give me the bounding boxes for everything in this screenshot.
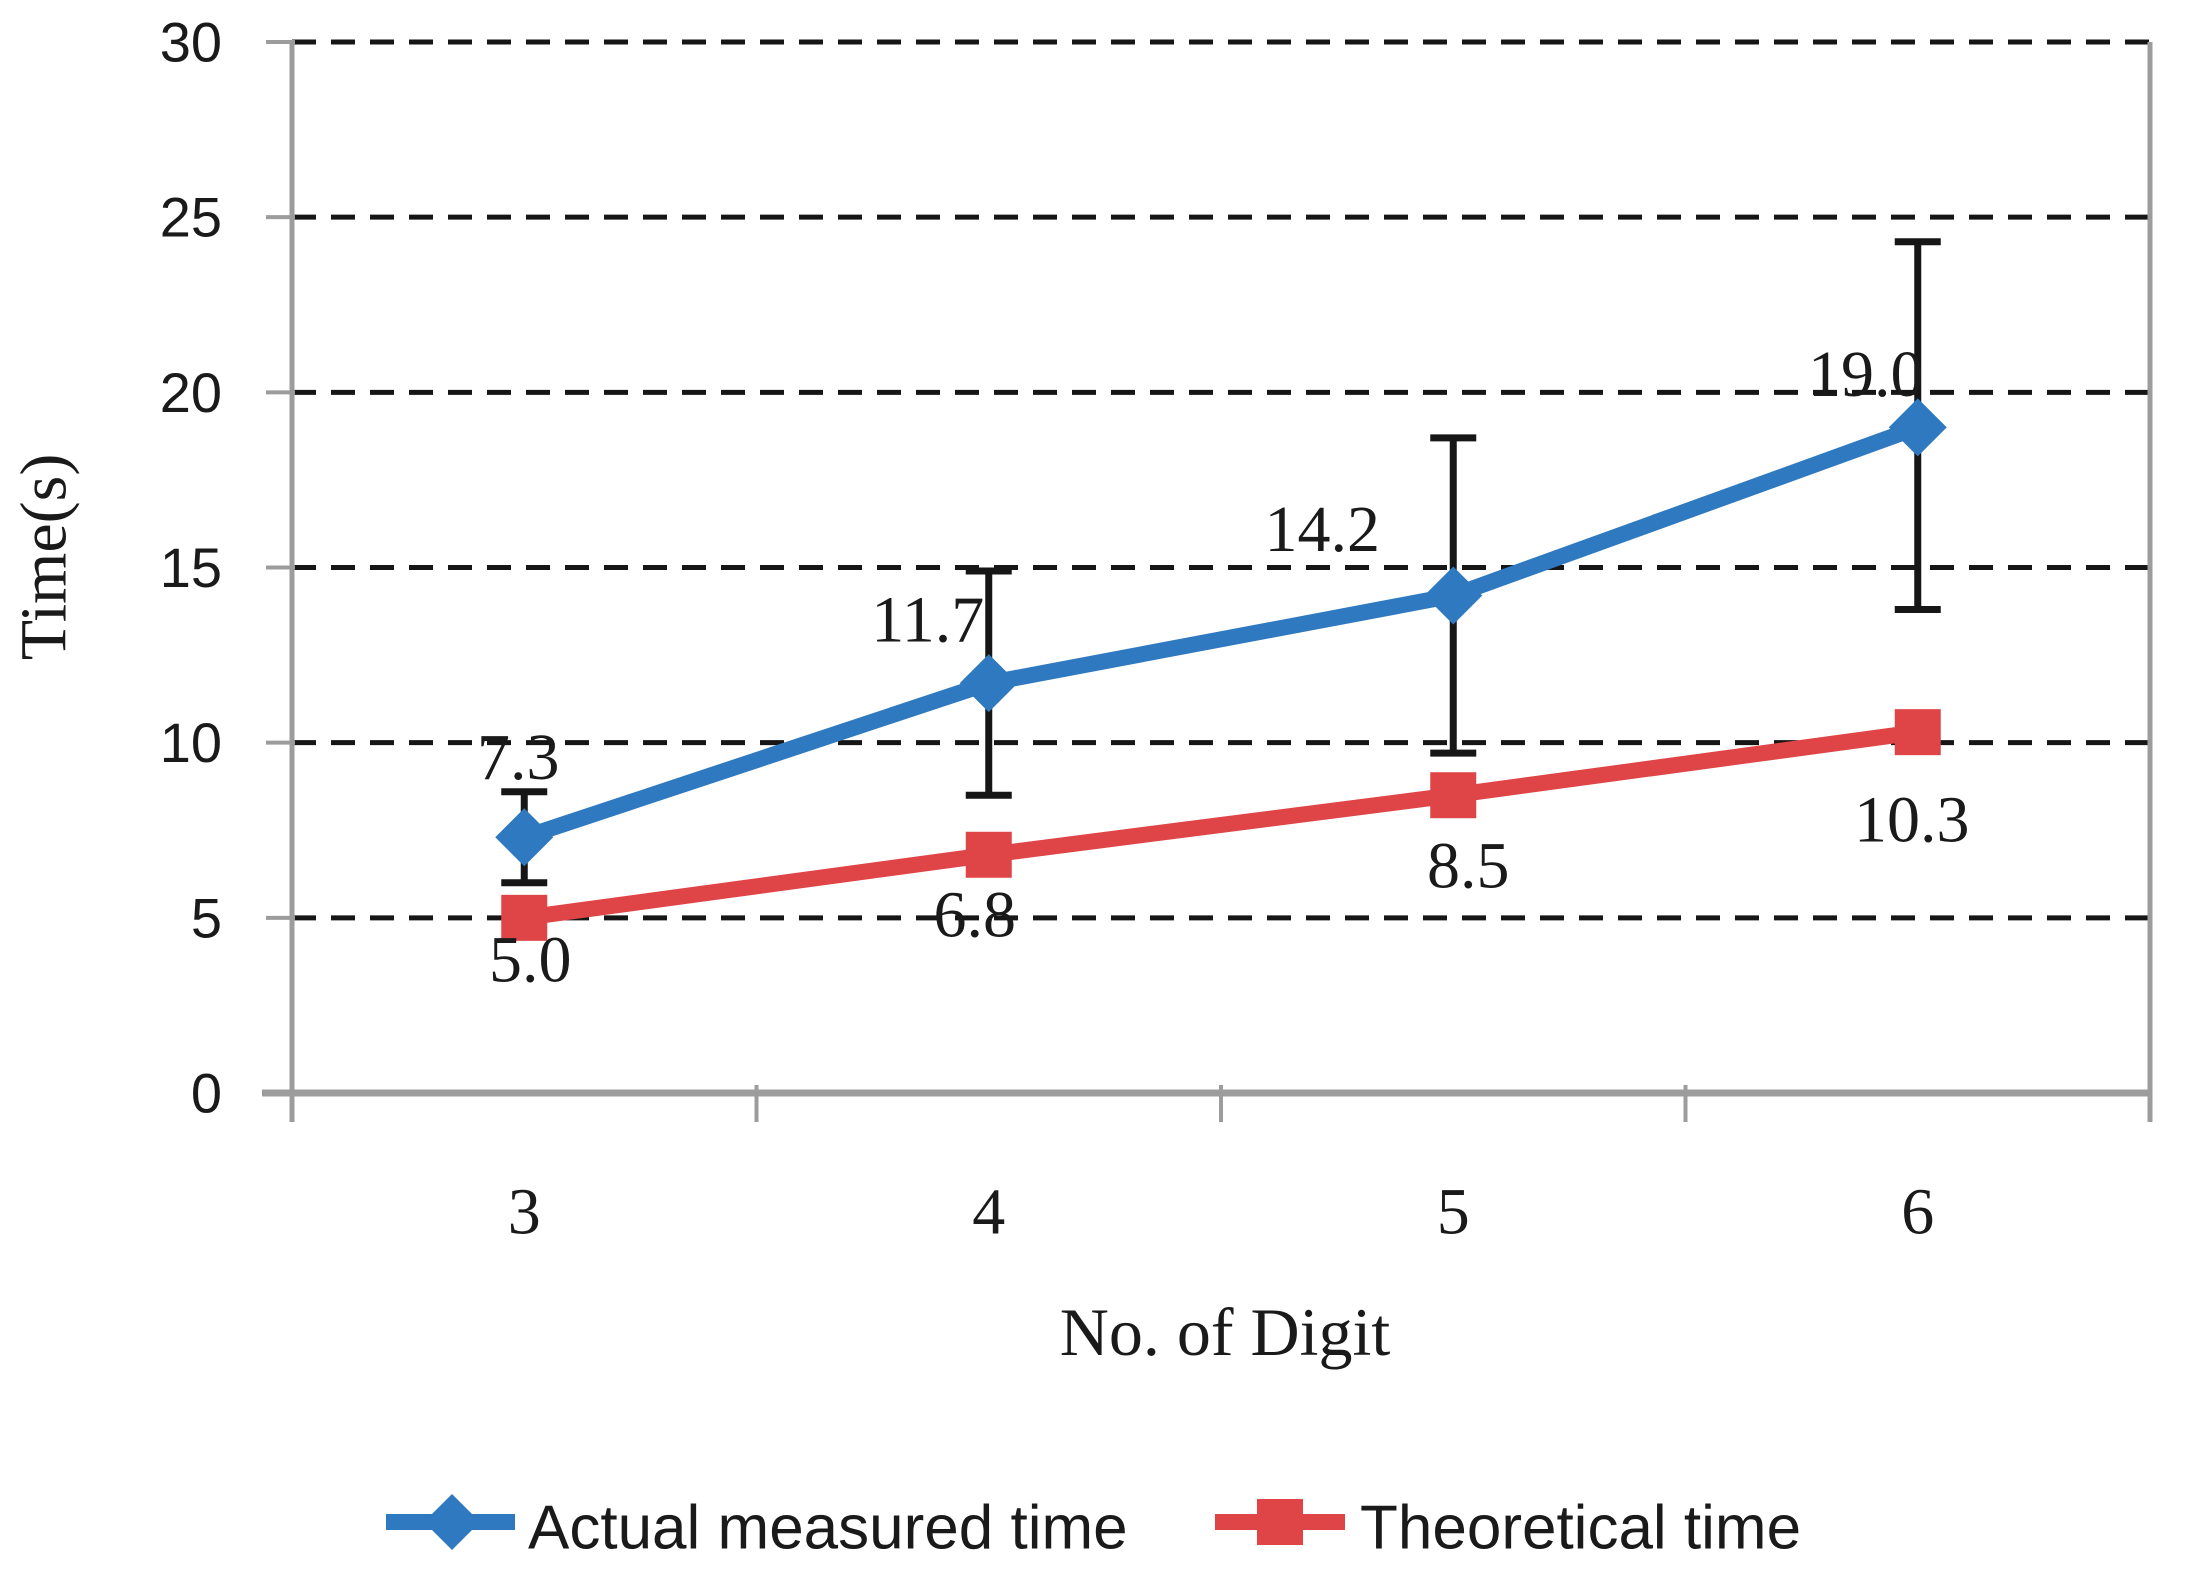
series-line-1 xyxy=(516,724,1926,926)
data-label-s0-p1: 11.7 xyxy=(871,584,984,657)
error-bars xyxy=(501,238,1941,887)
series-lines xyxy=(516,419,1926,926)
data-label-s0-p3: 19.0 xyxy=(1808,338,1924,411)
y-axis-tick-labels: 0 5 10 15 20 25 30 xyxy=(160,11,222,1125)
legend-label-theoretical: Theoretical time xyxy=(1360,1494,1801,1563)
data-label-s1-p2: 8.5 xyxy=(1427,830,1510,903)
series-line-0 xyxy=(516,419,1926,846)
x-axis-tick-marks xyxy=(290,1085,2152,1122)
diamond-marker-s0-p2 xyxy=(1424,566,1483,625)
x-tick-label-3: 3 xyxy=(508,1176,541,1249)
y-tick-label-15: 15 xyxy=(160,536,222,599)
y-axis-title: Time(s) xyxy=(8,454,81,661)
square-marker-s1-p3 xyxy=(1894,709,1941,756)
y-axis-tick-marks xyxy=(266,40,295,1095)
y-tick-label-30: 30 xyxy=(160,11,222,74)
series-markers xyxy=(495,398,1947,941)
legend-label-actual: Actual measured time xyxy=(528,1494,1128,1563)
legend: Actual measured time Theoretical time xyxy=(386,1494,1801,1563)
y-tick-label-25: 25 xyxy=(160,186,222,249)
x-tick-label-4: 4 xyxy=(972,1176,1005,1249)
x-axis-tick-labels: 3 4 5 6 xyxy=(508,1176,1935,1249)
x-tick-label-5: 5 xyxy=(1437,1176,1470,1249)
data-label-s0-p0: 7.3 xyxy=(477,721,560,794)
legend-diamond-icon xyxy=(424,1494,480,1550)
data-label-s0-p2: 14.2 xyxy=(1265,493,1381,566)
y-tick-label-5: 5 xyxy=(191,886,222,949)
diamond-marker-s0-p1 xyxy=(959,654,1018,713)
square-marker-s1-p1 xyxy=(965,831,1012,878)
axes xyxy=(262,42,2153,1122)
diamond-marker-s0-p0 xyxy=(495,808,554,867)
x-axis-title: No. of Digit xyxy=(1060,1294,1391,1370)
data-labels: 7.3 11.7 14.2 19.0 5.0 6.8 8.5 10.3 xyxy=(477,338,1970,996)
y-tick-label-0: 0 xyxy=(191,1062,222,1125)
data-label-s1-p0: 5.0 xyxy=(489,923,572,996)
square-marker-s1-p0 xyxy=(501,894,548,941)
square-marker-s1-p2 xyxy=(1430,772,1477,819)
data-label-s1-p3: 10.3 xyxy=(1854,784,1970,857)
diamond-marker-s0-p3 xyxy=(1888,398,1947,457)
legend-square-icon xyxy=(1257,1499,1303,1545)
x-tick-label-6: 6 xyxy=(1901,1176,1934,1249)
y-tick-label-10: 10 xyxy=(160,711,222,774)
y-tick-label-20: 20 xyxy=(160,361,222,424)
data-label-s1-p1: 6.8 xyxy=(934,878,1017,951)
